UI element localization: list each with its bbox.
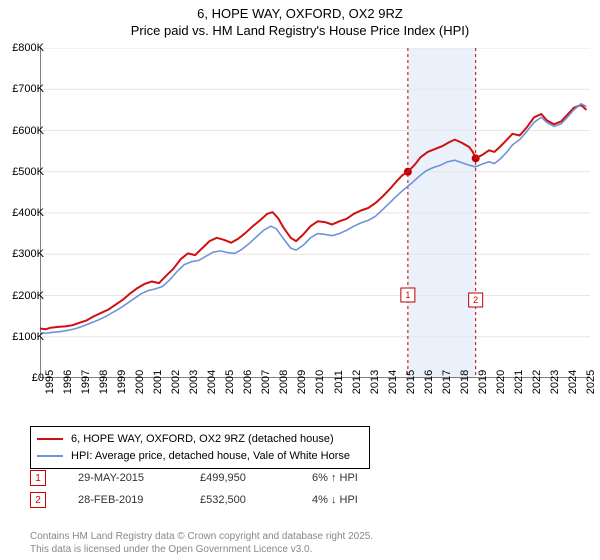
xtick-label: 1999	[116, 370, 128, 394]
legend-row-1: 6, HOPE WAY, OXFORD, OX2 9RZ (detached h…	[37, 431, 363, 448]
data-row-2-price: £532,500	[200, 494, 280, 506]
xtick-label: 1996	[62, 370, 74, 394]
xtick-label: 2000	[134, 370, 146, 394]
xtick-label: 1995	[44, 370, 56, 394]
xtick-label: 2015	[405, 370, 417, 394]
xtick-label: 2023	[549, 370, 561, 394]
xtick-label: 2004	[206, 370, 218, 394]
legend-label-1: 6, HOPE WAY, OXFORD, OX2 9RZ (detached h…	[71, 431, 334, 448]
xtick-label: 2017	[441, 370, 453, 394]
data-rows: 1 29-MAY-2015 £499,950 6% ↑ HPI 2 28-FEB…	[30, 470, 358, 514]
xtick-label: 1998	[98, 370, 110, 394]
svg-text:2: 2	[473, 295, 478, 305]
ytick-label: £200K	[12, 290, 44, 302]
xtick-label: 2007	[260, 370, 272, 394]
xtick-label: 2024	[567, 370, 579, 394]
title-block: 6, HOPE WAY, OXFORD, OX2 9RZ Price paid …	[0, 0, 600, 40]
footnote-line-2: This data is licensed under the Open Gov…	[30, 544, 373, 557]
xtick-label: 2018	[459, 370, 471, 394]
title-line-1: 6, HOPE WAY, OXFORD, OX2 9RZ	[0, 6, 600, 23]
xtick-label: 2013	[369, 370, 381, 394]
legend-label-2: HPI: Average price, detached house, Vale…	[71, 448, 350, 465]
marker-box-1: 1	[30, 470, 46, 486]
data-row-1: 1 29-MAY-2015 £499,950 6% ↑ HPI	[30, 470, 358, 486]
xtick-label: 2020	[495, 370, 507, 394]
footnote-line-1: Contains HM Land Registry data © Crown c…	[30, 531, 373, 544]
ytick-label: £700K	[12, 83, 44, 95]
data-row-2-date: 28-FEB-2019	[78, 494, 168, 506]
legend-swatch-red	[37, 438, 63, 440]
xtick-label: 2019	[477, 370, 489, 394]
ytick-label: £400K	[12, 207, 44, 219]
ytick-label: £500K	[12, 166, 44, 178]
ytick-label: £800K	[12, 42, 44, 54]
legend-swatch-blue	[37, 455, 63, 457]
xtick-label: 2006	[242, 370, 254, 394]
xtick-label: 2025	[585, 370, 597, 394]
data-row-1-price: £499,950	[200, 472, 280, 484]
chart-svg: 12	[40, 48, 590, 378]
xtick-label: 2021	[513, 370, 525, 394]
xtick-label: 2009	[296, 370, 308, 394]
footnote: Contains HM Land Registry data © Crown c…	[30, 531, 373, 556]
xtick-label: 2014	[387, 370, 399, 394]
data-row-1-date: 29-MAY-2015	[78, 472, 168, 484]
title-line-2: Price paid vs. HM Land Registry's House …	[0, 23, 600, 40]
ytick-label: £600K	[12, 125, 44, 137]
legend-box: 6, HOPE WAY, OXFORD, OX2 9RZ (detached h…	[30, 426, 370, 469]
xtick-label: 1997	[80, 370, 92, 394]
data-row-2: 2 28-FEB-2019 £532,500 4% ↓ HPI	[30, 492, 358, 508]
legend-row-2: HPI: Average price, detached house, Vale…	[37, 448, 363, 465]
chart-area: 12	[40, 48, 590, 378]
xtick-label: 2012	[351, 370, 363, 394]
ytick-label: £100K	[12, 331, 44, 343]
xtick-label: 2022	[531, 370, 543, 394]
xtick-label: 2011	[333, 370, 345, 394]
ytick-label: £300K	[12, 248, 44, 260]
data-row-2-delta: 4% ↓ HPI	[312, 494, 358, 506]
marker-box-2: 2	[30, 492, 46, 508]
xtick-label: 2002	[170, 370, 182, 394]
svg-text:1: 1	[405, 290, 410, 300]
xtick-label: 2005	[224, 370, 236, 394]
chart-container: 6, HOPE WAY, OXFORD, OX2 9RZ Price paid …	[0, 0, 600, 560]
xtick-label: 2016	[423, 370, 435, 394]
xtick-label: 2003	[188, 370, 200, 394]
data-row-1-delta: 6% ↑ HPI	[312, 472, 358, 484]
xtick-label: 2010	[314, 370, 326, 394]
xtick-label: 2001	[152, 370, 164, 394]
xtick-label: 2008	[278, 370, 290, 394]
ytick-label: £0	[32, 372, 44, 384]
